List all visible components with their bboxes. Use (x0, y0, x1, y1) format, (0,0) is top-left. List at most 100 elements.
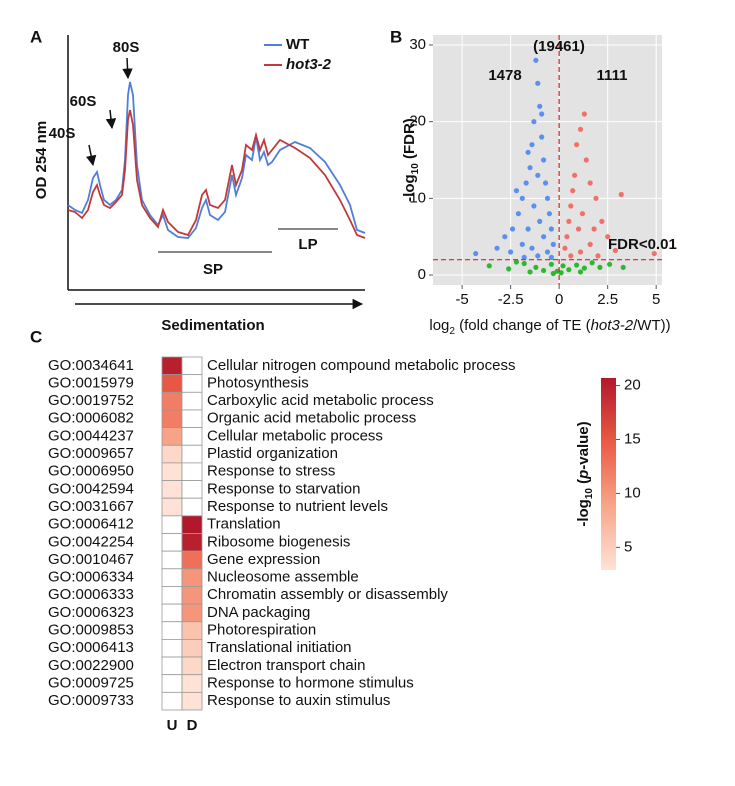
point (519, 241, 525, 247)
point (535, 172, 541, 178)
point (560, 263, 566, 269)
y-axis-label: -log10 (FDR) (401, 118, 421, 202)
point (562, 245, 568, 251)
annotation: LP (298, 236, 317, 253)
point (587, 241, 593, 247)
point (535, 253, 541, 259)
row-label: Translation (207, 516, 281, 533)
row-id: GO:0006413 (48, 639, 134, 656)
point (539, 134, 545, 140)
row-id: GO:0006333 (48, 586, 134, 603)
heat-cell (181, 568, 203, 587)
point (550, 241, 556, 247)
x-tick-label: -2.5 (498, 291, 524, 308)
point (575, 226, 582, 232)
row-label: Gene expression (207, 551, 320, 568)
y-tick-label: 30 (409, 36, 426, 53)
point (523, 180, 529, 186)
point (597, 264, 603, 270)
point (494, 245, 500, 251)
row-id: GO:0042594 (48, 480, 134, 497)
point (513, 259, 520, 265)
row-label: Nucleosome assemble (207, 569, 359, 586)
heat-cell (181, 691, 203, 711)
heat-cell (181, 656, 203, 676)
row-id: GO:0042254 (48, 533, 134, 550)
point (548, 254, 554, 260)
heat-cell (181, 533, 203, 552)
point (544, 195, 551, 201)
point (605, 234, 611, 240)
colorbar (601, 378, 616, 570)
empty-cell (161, 586, 183, 605)
point (513, 188, 520, 194)
row-id: GO:0009725 (48, 674, 134, 691)
label-part: (FDR) (401, 118, 418, 163)
point (548, 261, 554, 267)
annotation: 60S (70, 93, 97, 110)
point (564, 234, 570, 240)
point (577, 269, 584, 275)
row-label: Response to hormone stimulus (207, 674, 414, 691)
empty-cell (181, 391, 203, 411)
label-part: 2 (449, 326, 455, 337)
empty-cell (161, 674, 183, 693)
point (583, 157, 589, 163)
point (612, 247, 619, 254)
panel-label: A (30, 27, 42, 46)
point (570, 188, 576, 194)
x-axis-label: Sedimentation (161, 317, 264, 334)
row-id: GO:0009657 (48, 445, 134, 462)
point (541, 234, 547, 240)
point (531, 119, 537, 125)
label-part: -log (401, 174, 418, 202)
row-id: GO:0006082 (48, 410, 134, 427)
point (607, 261, 613, 267)
point (544, 249, 551, 255)
heat-cell (161, 356, 183, 376)
point (486, 263, 492, 269)
heat-cell (161, 374, 183, 393)
heat-cell (161, 462, 183, 481)
row-label: Photorespiration (207, 622, 316, 639)
annotation-arrow (105, 109, 117, 130)
point (581, 265, 587, 271)
point (473, 250, 479, 257)
heat-cell (181, 586, 203, 605)
point (620, 264, 626, 270)
colorbar-label: -log10 (p-value) (575, 421, 595, 526)
heat-cell (161, 480, 183, 499)
point (577, 126, 584, 132)
point (508, 249, 514, 255)
annotation-arrow (85, 144, 97, 167)
panel-label: C (30, 327, 42, 346)
label-part: 10 (410, 163, 421, 175)
point (529, 245, 535, 251)
row-id: GO:0034641 (48, 357, 134, 374)
annotation: SP (203, 261, 223, 278)
empty-cell (161, 603, 183, 623)
row-label: Ribosome biogenesis (207, 533, 350, 550)
label-part: (fold change of TE ( (455, 317, 591, 334)
row-label: Response to auxin stimulus (207, 692, 390, 709)
heat-cell (181, 674, 203, 693)
row-label: Carboxylic acid metabolic process (207, 392, 434, 409)
row-label: Photosynthesis (207, 374, 309, 391)
panel-label: B (390, 27, 402, 46)
point (527, 269, 533, 275)
point (537, 218, 543, 224)
empty-cell (161, 639, 183, 658)
label-part: log (429, 317, 449, 334)
label-part: /WT)) (633, 317, 670, 334)
point (533, 57, 539, 63)
point (566, 218, 572, 224)
point (533, 264, 539, 270)
y-tick-label: 10 (409, 189, 426, 206)
row-label: Plastid organization (207, 445, 338, 462)
empty-cell (181, 497, 203, 517)
row-id: GO:0009733 (48, 692, 134, 709)
heat-cell (161, 427, 183, 446)
row-id: GO:0044237 (48, 427, 134, 444)
